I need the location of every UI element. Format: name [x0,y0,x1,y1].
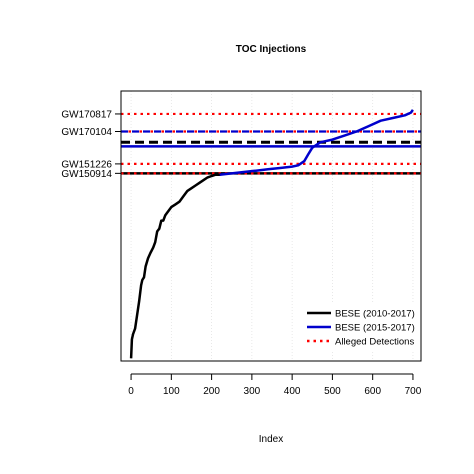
x-tick-label: 400 [284,386,301,397]
y-tick-label: GW170104 [61,127,112,138]
legend: BESE (2010-2017) BESE (2015-2017) Alleged … [303,304,419,350]
y-tick-label: GW151226 [61,159,112,170]
legend-label: BESE (2015-2017) [335,323,415,334]
x-tick-label: 200 [203,386,220,397]
y-tick-label: GW150914 [61,169,112,180]
reference-lines [121,112,421,175]
plot-frame [120,90,422,362]
x-tick-label: 300 [244,386,261,397]
x-tick-label: 600 [364,386,381,397]
x-tick-label: 500 [324,386,341,397]
grid-lines [130,91,414,361]
y-tick-label: GW170817 [61,109,112,120]
legend-label: Alleged Detections [335,337,414,348]
x-axis-label: Index [259,434,283,445]
series-line [129,172,225,359]
legend-label: BESE (2010-2017) [335,309,415,320]
x-tick-label: 700 [405,386,422,397]
chart-title: TOC Injections [236,44,307,55]
x-tick-label: 0 [128,386,134,397]
data-series [129,109,414,359]
x-tick-label: 100 [163,386,180,397]
x-axis: 0 100 200 300 400 500 600 700 [128,373,422,397]
series-line [219,109,414,176]
